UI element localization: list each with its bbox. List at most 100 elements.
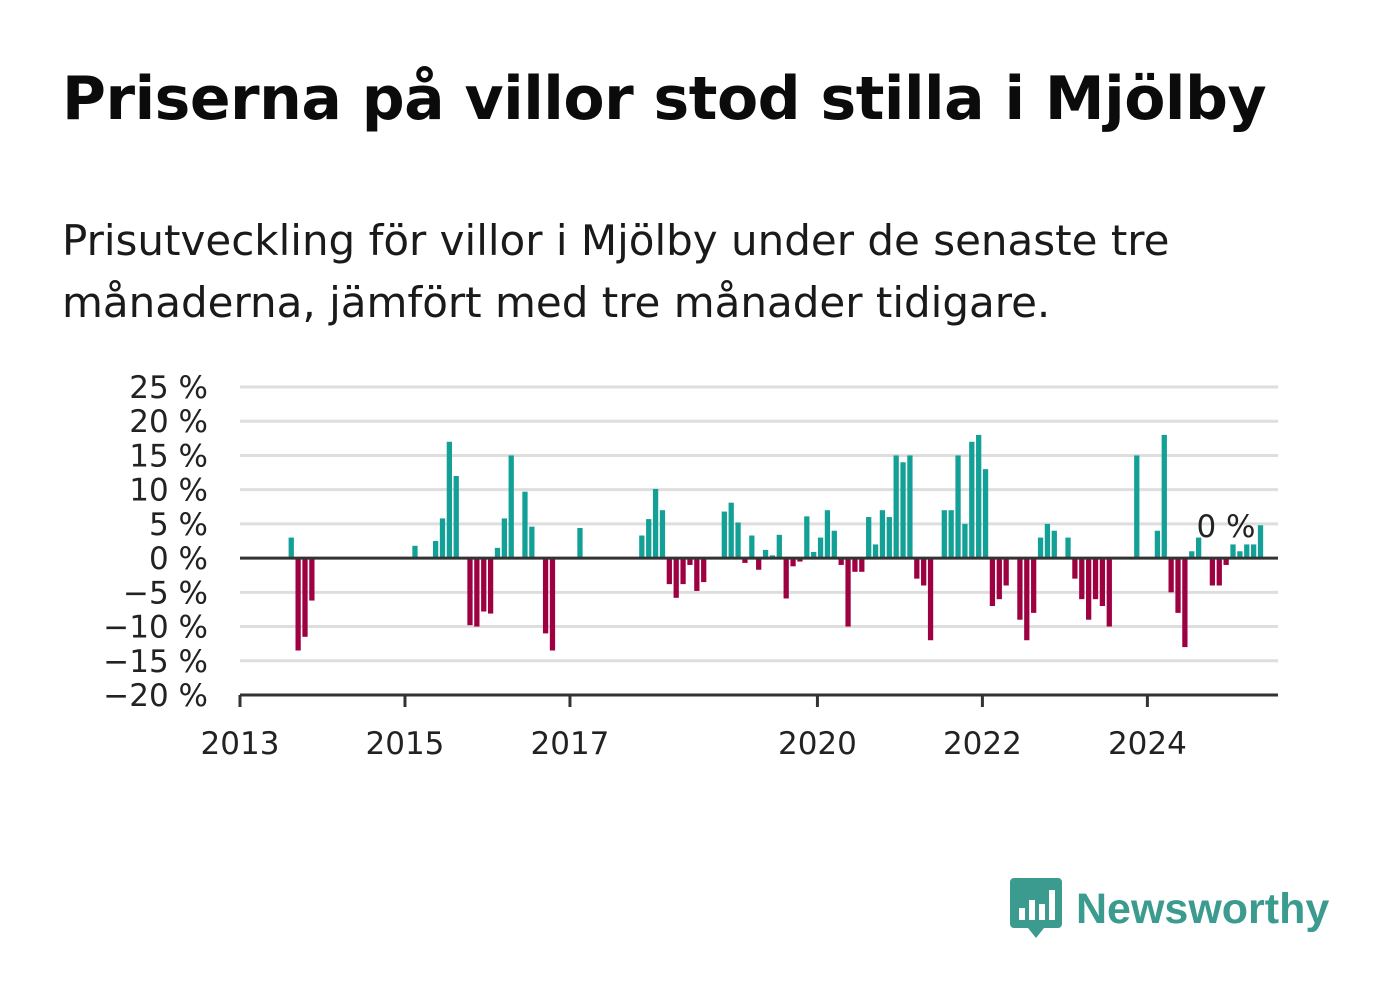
bar <box>487 558 494 614</box>
bar <box>962 523 968 559</box>
brand-logo: Newsworthy <box>1010 876 1329 942</box>
bar <box>542 558 549 634</box>
bar <box>1092 558 1099 600</box>
bar <box>694 558 700 591</box>
bar <box>1168 558 1174 593</box>
x-tick-label: 2022 <box>943 726 1022 762</box>
bar <box>797 558 803 562</box>
y-tick-label: −15 % <box>103 644 208 680</box>
bar <box>1251 544 1257 559</box>
bar <box>659 510 666 559</box>
y-tick-label: 10 % <box>129 473 208 509</box>
bar <box>996 558 1002 600</box>
bar <box>1031 558 1037 613</box>
bar <box>474 558 480 627</box>
bar <box>1209 558 1216 586</box>
bar <box>1196 537 1202 559</box>
bar-chart: 25 %20 %15 %10 %5 %0 %−5 %−10 %−15 %−20 … <box>103 370 1278 762</box>
x-tick-label: 2017 <box>531 726 610 762</box>
bar <box>453 475 459 559</box>
bar <box>783 558 789 599</box>
bar <box>989 558 996 607</box>
bar <box>824 510 831 559</box>
bar <box>1086 558 1092 620</box>
x-tick-label: 2013 <box>201 726 280 762</box>
bar <box>501 518 507 559</box>
bar <box>838 558 844 565</box>
bar <box>941 510 947 559</box>
bar <box>302 558 308 637</box>
bar <box>288 537 294 559</box>
bar <box>776 534 782 559</box>
bar <box>1244 544 1250 559</box>
bar <box>921 558 927 586</box>
bar <box>1175 558 1181 613</box>
bar <box>1037 537 1044 559</box>
bar <box>1106 558 1112 627</box>
bar <box>412 545 418 559</box>
bar <box>886 517 892 559</box>
last-value-label: 0 % <box>1196 509 1255 545</box>
bar <box>721 511 727 559</box>
bar <box>859 558 865 572</box>
bar <box>900 462 906 559</box>
bar <box>804 516 810 559</box>
chart-title: Priserna på villor stod stilla i Mjölby <box>62 64 1267 134</box>
bar <box>749 535 755 559</box>
bar <box>852 558 858 572</box>
bar <box>1257 525 1264 559</box>
y-tick-label: 15 % <box>129 438 208 474</box>
bar <box>1099 558 1106 607</box>
bar <box>646 519 652 559</box>
bar <box>1079 558 1085 600</box>
bar <box>1072 558 1078 579</box>
bar <box>687 558 693 565</box>
bar <box>735 522 741 559</box>
y-tick-label: −5 % <box>123 575 208 611</box>
bar <box>1017 558 1023 620</box>
bar <box>907 455 913 559</box>
bar <box>467 558 473 626</box>
bar <box>948 510 954 559</box>
bar <box>549 558 556 651</box>
bar <box>673 558 679 598</box>
bar <box>1230 544 1236 559</box>
bar <box>432 541 439 559</box>
bar <box>481 558 487 612</box>
bar <box>893 455 899 559</box>
bar <box>872 544 879 559</box>
bar <box>742 558 748 563</box>
bar <box>1189 551 1195 559</box>
bar <box>680 558 686 585</box>
bar <box>295 558 301 651</box>
bar <box>1134 455 1140 559</box>
bar <box>494 547 501 559</box>
y-tick-label: −10 % <box>103 610 208 646</box>
bar <box>309 558 315 601</box>
x-tick-label: 2024 <box>1108 726 1187 762</box>
bar <box>976 434 982 559</box>
newsworthy-chart-bubble-icon <box>1010 878 1062 938</box>
chart-subtitle: Prisutveckling för villor i Mjölby under… <box>62 216 1170 327</box>
bar <box>577 528 583 559</box>
bar <box>845 558 851 627</box>
bar <box>817 537 824 559</box>
bar <box>1044 523 1051 559</box>
bar <box>762 549 769 559</box>
bar <box>1024 558 1030 641</box>
y-tick-label: −20 % <box>103 678 208 714</box>
bar <box>666 558 672 585</box>
bar <box>955 455 961 559</box>
bar <box>1237 551 1243 559</box>
brand-name: Newsworthy <box>1076 884 1330 933</box>
bar <box>508 455 514 559</box>
bar <box>811 551 817 559</box>
bar <box>1182 558 1188 648</box>
bar <box>831 530 837 559</box>
bar <box>446 441 452 559</box>
bar <box>756 558 762 570</box>
bar <box>1065 537 1071 559</box>
bar <box>1223 558 1229 565</box>
x-tick-label: 2020 <box>778 726 857 762</box>
x-tick-label: 2015 <box>366 726 445 762</box>
